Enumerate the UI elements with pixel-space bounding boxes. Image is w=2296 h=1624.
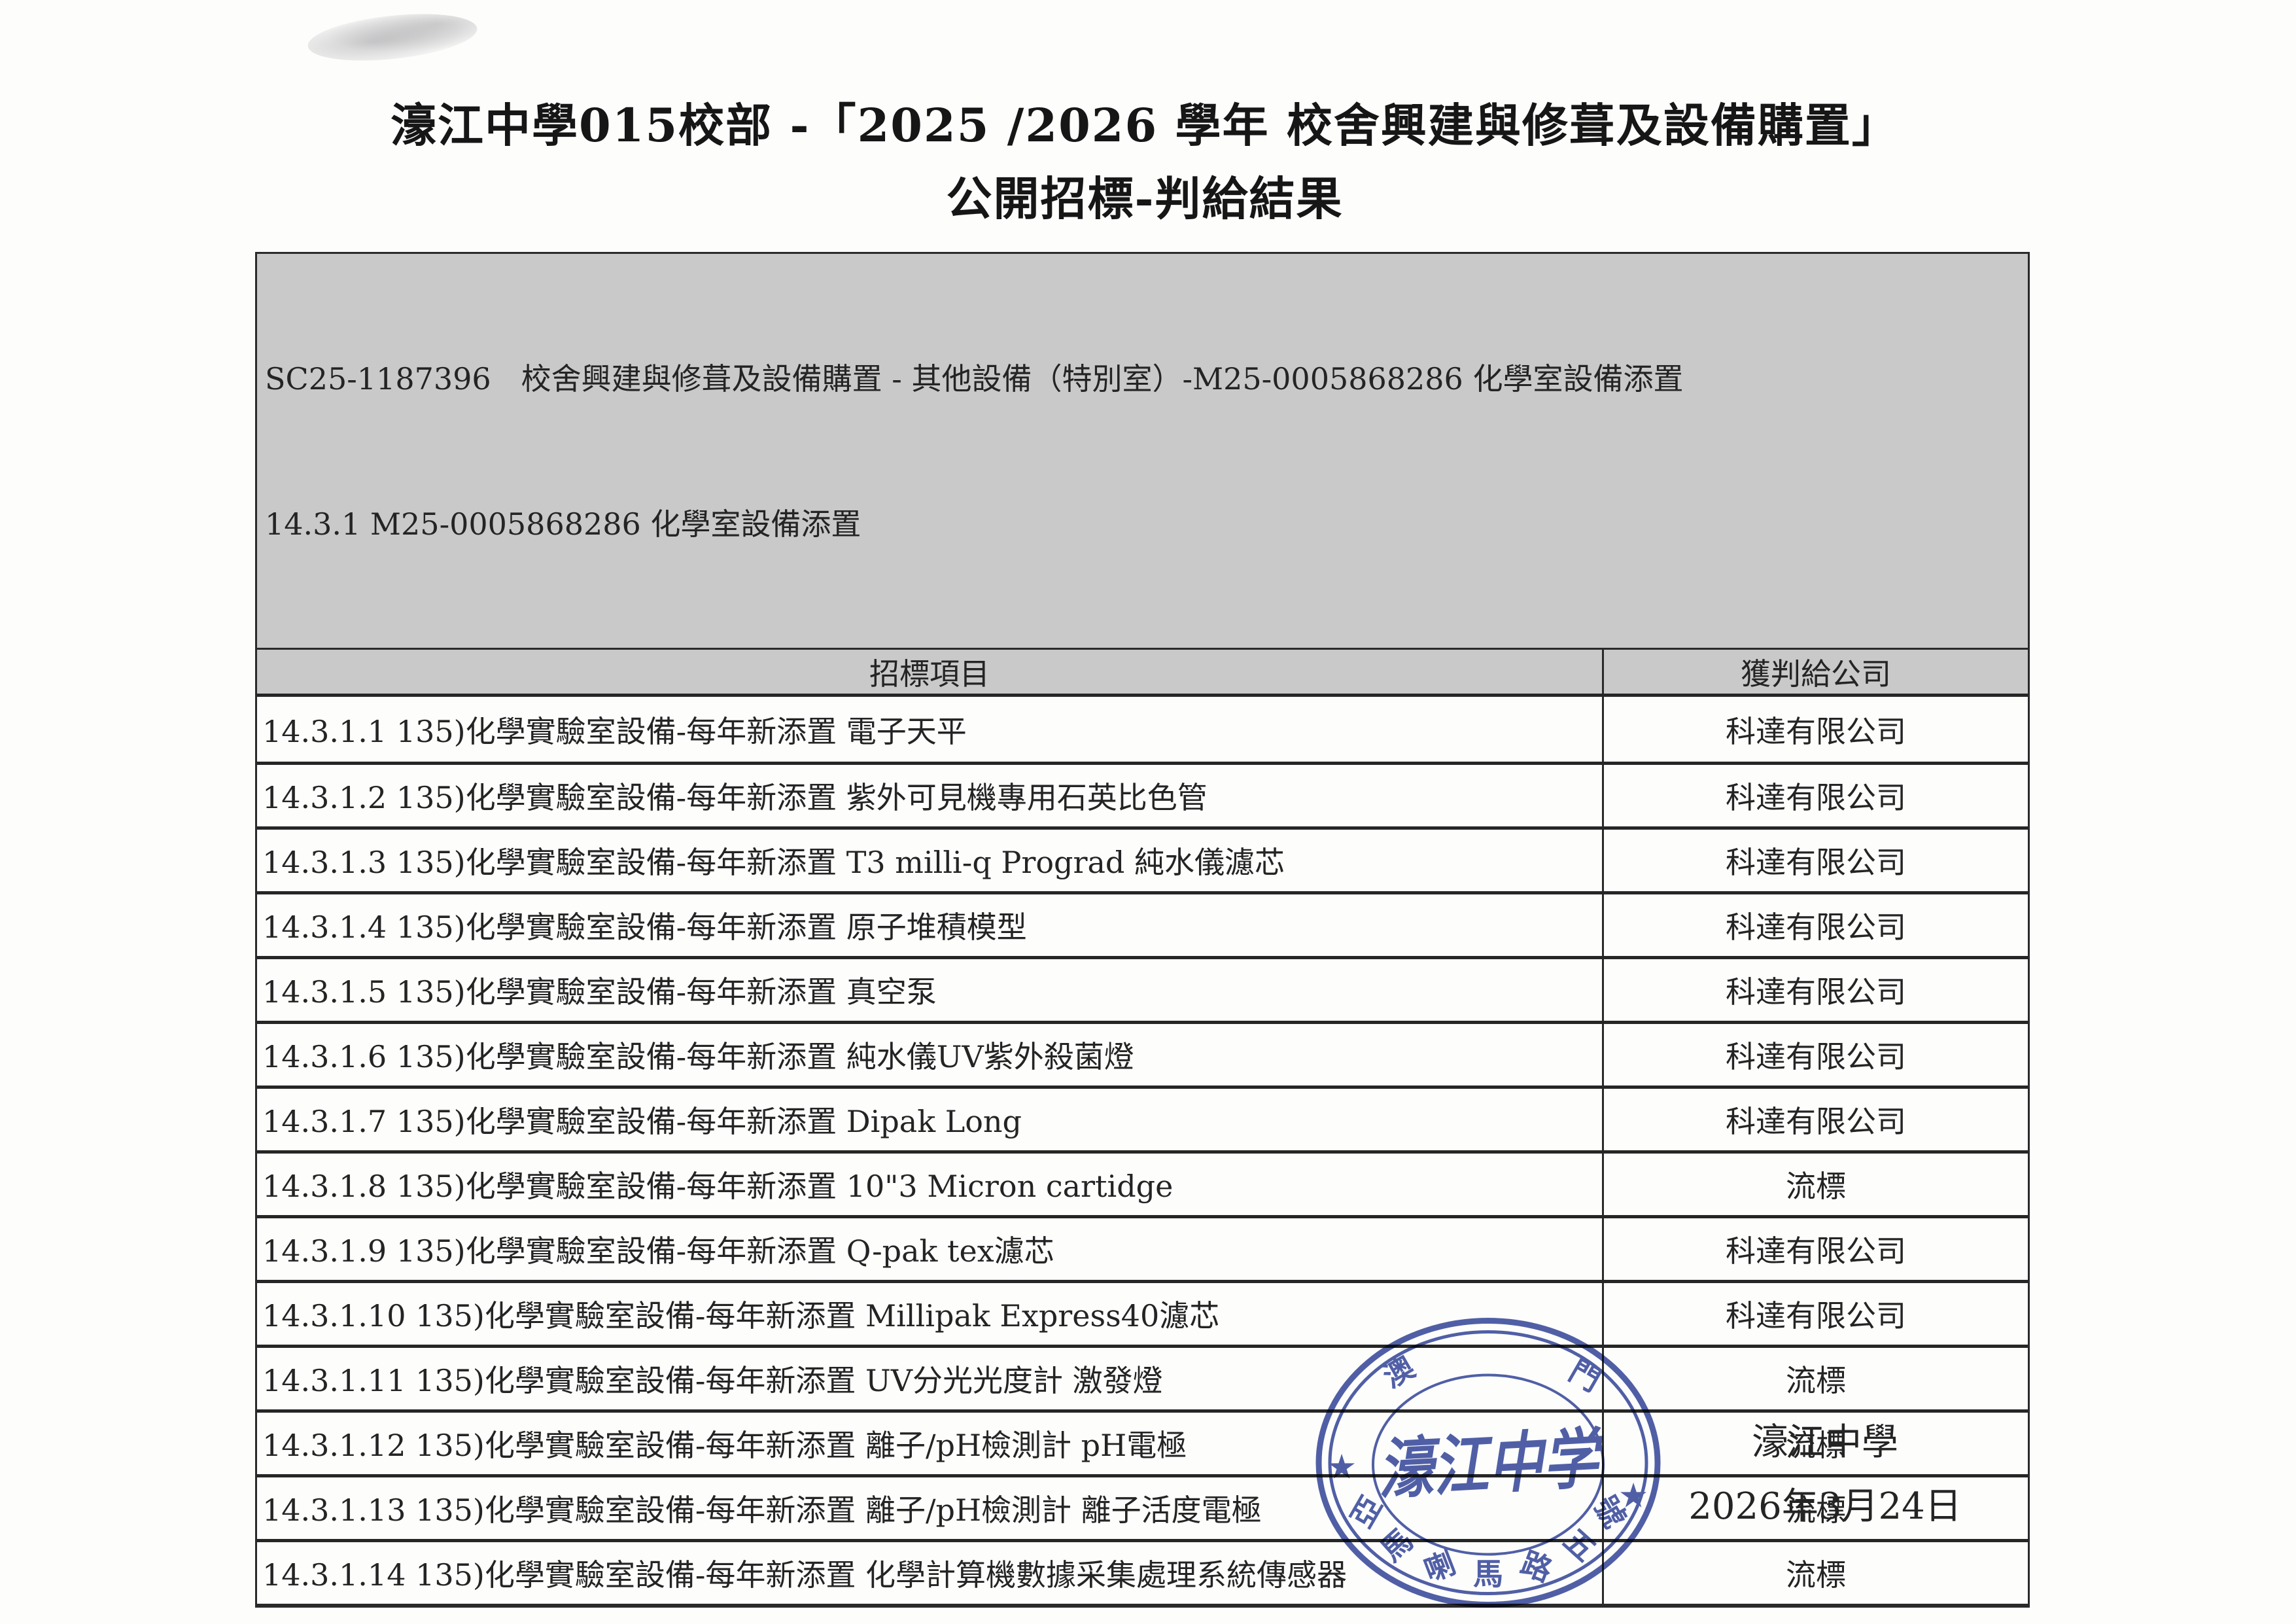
title-line-1: 濠江中學015校部 -「2025 /2026 學年 校舍興建與修葺及設備購置」	[391, 98, 1899, 152]
table-row: 14.3.1.14 135)化學實驗室設備-每年新添置 化學計算機數據采集處理系…	[257, 1539, 2028, 1604]
awarded-company-cell: 科達有限公司	[1726, 1298, 1906, 1333]
tender-item-cell: 14.3.1.2 135)化學實驗室設備-每年新添置 紫外可見機專用石英比色管	[257, 765, 1604, 826]
tender-item-cell: 14.3.1.11 135)化學實驗室設備-每年新添置 UV分光光度計 激發燈	[257, 1348, 1604, 1409]
stamp-outer-ring	[1315, 1318, 1661, 1608]
tender-item-cell: 14.3.1.5 135)化學實驗室設備-每年新添置 真空泵	[257, 959, 1604, 1021]
scan-artifact-smudge	[305, 7, 479, 68]
awarded-company-cell: 科達有限公司	[1726, 909, 1906, 945]
awarded-company-cell: 流標	[1786, 1557, 1846, 1593]
table-row: 14.3.1.9 135)化學實驗室設備-每年新添置 Q-pak tex濾芯 科達…	[257, 1215, 2028, 1280]
signature-block: 濠江中學 2026年3月24日	[1661, 1411, 1989, 1539]
awarded-company-cell: 科達有限公司	[1726, 845, 1906, 880]
awarded-company-cell: 流標	[1786, 1492, 1846, 1528]
table-row: 14.3.1.4 135)化學實驗室設備-每年新添置 原子堆積模型 科達有限公司	[257, 891, 2028, 956]
tender-item-cell: 14.3.1.7 135)化學實驗室設備-每年新添置 Dipak Long	[257, 1089, 1604, 1150]
awarded-company-cell: 科達有限公司	[1726, 1233, 1906, 1269]
tender-item-cell: 14.3.1.8 135)化學實驗室設備-每年新添置 10"3 Micron c…	[257, 1154, 1604, 1215]
stamp-star-left-icon: ★	[1327, 1448, 1357, 1487]
table-row: 14.3.1.6 135)化學實驗室設備-每年新添置 純水儀UV紫外殺菌燈 科達有…	[257, 1021, 2028, 1086]
tender-item-cell: 14.3.1.6 135)化學實驗室設備-每年新添置 純水儀UV紫外殺菌燈	[257, 1024, 1604, 1086]
table-section-header: SC25-1187396 校舍興建與修葺及設備購置 - 其他設備（特別室）-M2…	[257, 254, 2028, 650]
school-round-stamp: 澳 門 ★ ★ 濠江中学 亞 馬 喇 馬 路 五 號	[1315, 1318, 1661, 1608]
awarded-company-cell: 科達有限公司	[1726, 1039, 1906, 1074]
table-row: 14.3.1.13 135)化學實驗室設備-每年新添置 離子/pH檢測計 離子活…	[257, 1474, 2028, 1539]
signature-school-name: 濠江中學	[1752, 1421, 1898, 1464]
tender-item-cell: 14.3.1.1 135)化學實驗室設備-每年新添置 電子天平	[257, 697, 1604, 762]
awarded-company-cell: 科達有限公司	[1726, 1104, 1906, 1139]
stamp-bottom-arc-char: 五	[1557, 1522, 1603, 1568]
column-header-awarded-company: 獲判給公司	[1741, 656, 1891, 692]
table-row: 14.3.1.12 135)化學實驗室設備-每年新添置 離子/pH檢測計 pH電…	[257, 1409, 2028, 1474]
table-row: 14.3.1.7 135)化學實驗室設備-每年新添置 Dipak Long 科達有…	[257, 1086, 2028, 1150]
stamp-inner-ring	[1372, 1373, 1605, 1556]
title-line-2: 公開招標-判給結果	[946, 171, 1344, 226]
table-body: 14.3.1.1 135)化學實驗室設備-每年新添置 電子天平 科達有限公司 14.…	[257, 697, 2028, 1604]
tender-item-cell: 14.3.1.12 135)化學實驗室設備-每年新添置 離子/pH檢測計 pH電…	[257, 1413, 1604, 1474]
table-row: 14.3.1.11 135)化學實驗室設備-每年新添置 UV分光光度計 激發燈 流…	[257, 1345, 2028, 1409]
stamp-bottom-arc-char: 馬	[1374, 1522, 1419, 1568]
signature-date: 2026年3月24日	[1688, 1485, 1962, 1528]
table-row: 14.3.1.8 135)化學實驗室設備-每年新添置 10"3 Micron c…	[257, 1150, 2028, 1215]
awarded-company-cell: 流標	[1786, 1363, 1846, 1398]
stamp-middle-ring	[1328, 1330, 1648, 1595]
document-title: 濠江中學015校部 -「2025 /2026 學年 校舍興建與修葺及設備購置」 …	[262, 89, 2028, 236]
tender-item-cell: 14.3.1.13 135)化學實驗室設備-每年新添置 離子/pH檢測計 離子活…	[257, 1477, 1604, 1539]
tender-item-cell: 14.3.1.4 135)化學實驗室設備-每年新添置 原子堆積模型	[257, 894, 1604, 956]
stamp-bottom-arc-char: 馬	[1473, 1557, 1503, 1592]
awarded-company-cell: 科達有限公司	[1726, 974, 1906, 1010]
table-column-header-row: 招標項目 獲判給公司	[257, 650, 2028, 697]
stamp-star-right-icon: ★	[1618, 1477, 1649, 1516]
awarded-company-cell: 流標	[1786, 1428, 1846, 1463]
stamp-center-school-name: 濠江中学	[1376, 1419, 1607, 1508]
table-row: 14.3.1.5 135)化學實驗室設備-每年新添置 真空泵 科達有限公司	[257, 956, 2028, 1021]
tender-item-cell: 14.3.1.9 135)化學實驗室設備-每年新添置 Q-pak tex濾芯	[257, 1218, 1604, 1280]
column-header-tender-item: 招標項目	[257, 650, 1604, 694]
tender-award-table: SC25-1187396 校舍興建與修葺及設備購置 - 其他設備（特別室）-M2…	[255, 252, 2030, 1608]
tender-item-cell: 14.3.1.14 135)化學實驗室設備-每年新添置 化學計算機數據采集處理系…	[257, 1542, 1604, 1604]
section-header-line-2: 14.3.1 M25-0005868286 化學室設備添置	[265, 506, 861, 542]
tender-item-cell: 14.3.1.3 135)化學實驗室設備-每年新添置 T3 milli-q Pr…	[257, 830, 1604, 891]
awarded-company-cell: 科達有限公司	[1726, 713, 1906, 749]
table-row: 14.3.1.1 135)化學實驗室設備-每年新添置 電子天平 科達有限公司	[257, 697, 2028, 762]
awarded-company-cell: 科達有限公司	[1726, 780, 1906, 815]
table-row: 14.3.1.3 135)化學實驗室設備-每年新添置 T3 milli-q Pr…	[257, 826, 2028, 891]
table-row: 14.3.1.10 135)化學實驗室設備-每年新添置 Millipak Exp…	[257, 1280, 2028, 1345]
awarded-company-cell: 流標	[1786, 1169, 1846, 1204]
table-row: 14.3.1.2 135)化學實驗室設備-每年新添置 紫外可見機專用石英比色管 科…	[257, 762, 2028, 826]
tender-item-cell: 14.3.1.10 135)化學實驗室設備-每年新添置 Millipak Exp…	[257, 1283, 1604, 1345]
stamp-top-arc-char-macau-left: 澳	[1377, 1349, 1421, 1394]
section-header-line-1: SC25-1187396 校舍興建與修葺及設備購置 - 其他設備（特別室）-M2…	[265, 361, 1684, 397]
